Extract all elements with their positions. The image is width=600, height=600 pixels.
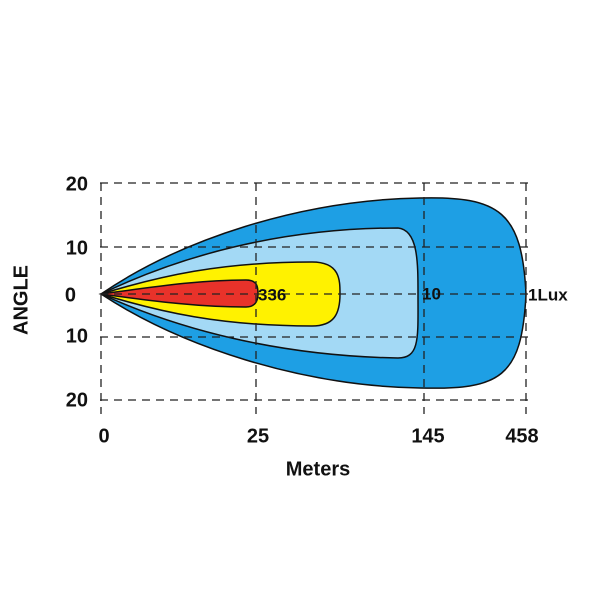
y-axis-title: ANGLE: [10, 265, 32, 335]
y-tick-label: 10: [66, 237, 88, 259]
x-tick-label: 145: [411, 425, 444, 447]
y-tick-label: 10: [66, 325, 88, 347]
contour-label: 1Lux: [528, 285, 568, 304]
y-tick-label: 20: [66, 173, 88, 195]
x-axis-title: Meters: [286, 458, 350, 480]
x-tick-label: 25: [247, 425, 269, 447]
grid: [100, 182, 532, 414]
y-tick-label: 20: [66, 389, 88, 411]
x-tick-label: 0: [98, 425, 109, 447]
contour-label: 10: [422, 284, 441, 303]
contour-label: 336: [258, 285, 286, 304]
y-tick-label: 0: [65, 284, 76, 306]
x-tick-label: 458: [505, 425, 538, 447]
